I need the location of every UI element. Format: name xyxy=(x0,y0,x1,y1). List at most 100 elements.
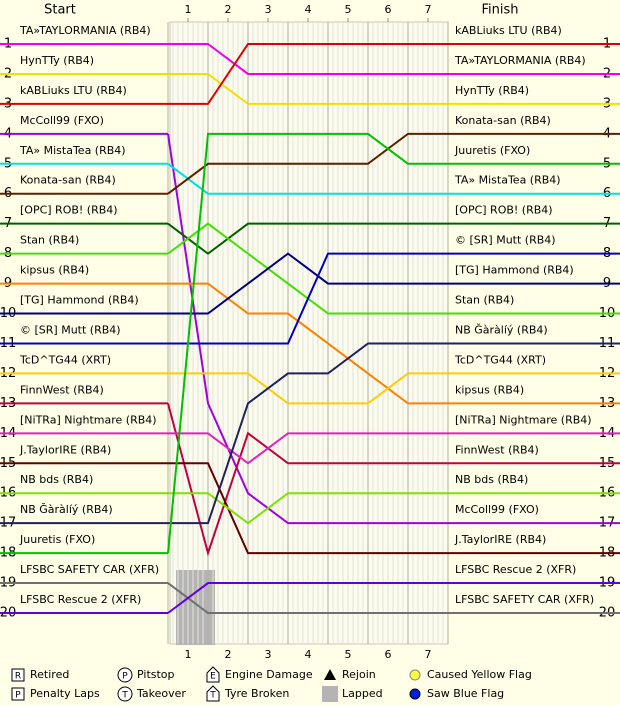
lap-label: 7 xyxy=(425,3,432,16)
lap-label: 2 xyxy=(225,648,232,661)
legend-icon xyxy=(117,686,133,702)
start-title: Start xyxy=(44,3,76,18)
start-driver-label: kABLiuks LTU (RB4) xyxy=(20,84,127,97)
legend-icon xyxy=(206,666,220,683)
start-driver-label: J.TaylorIRE (RB4) xyxy=(19,443,111,456)
legend-label: Retired xyxy=(30,668,69,681)
position-line xyxy=(167,132,448,195)
position-line xyxy=(168,342,448,525)
legend: R Retired P Penalty Laps P Pitstop T Takeover E E… xyxy=(11,666,532,702)
legend-icon xyxy=(324,669,336,680)
lap-label: 3 xyxy=(265,3,272,16)
finish-driver-label: TA»TAYLORMANIA (RB4) xyxy=(454,54,586,67)
legend-symbol: R xyxy=(15,672,21,682)
start-driver-label: LFSBC Rescue 2 (XFR) xyxy=(20,593,141,606)
legend-symbol: T xyxy=(121,691,128,701)
lap-label: 7 xyxy=(425,648,432,661)
finish-driver-label: NB Ğàràlíý (RB4) xyxy=(455,323,548,336)
start-driver-label: TA» MistaTea (RB4) xyxy=(19,144,126,157)
legend-label: Pitstop xyxy=(137,668,175,681)
start-driver-label: McColl99 (FXO) xyxy=(20,114,104,127)
finish-driver-label: © [SR] Mutt (RB4) xyxy=(455,234,556,247)
finish-driver-label: kABLiuks LTU (RB4) xyxy=(455,24,562,37)
start-driver-label: [NiTRa] Nightmare (RB4) xyxy=(20,413,157,426)
lap-label: 6 xyxy=(385,3,392,16)
start-driver-label: Stan (RB4) xyxy=(20,234,79,247)
finish-driver-label: HynTTy (RB4) xyxy=(455,84,529,97)
position-line xyxy=(168,282,448,405)
lap-label: 4 xyxy=(305,3,312,16)
legend-label: Rejoin xyxy=(342,668,376,681)
finish-driver-label: TcD^TG44 (XRT) xyxy=(454,353,546,366)
legend-label: Engine Damage xyxy=(225,668,313,681)
position-line xyxy=(167,162,448,195)
position-line xyxy=(168,252,448,315)
position-line xyxy=(168,252,448,345)
finish-driver-label: Konata-san (RB4) xyxy=(455,114,551,127)
legend-icon xyxy=(206,685,220,702)
start-driver-label: © [SR] Mutt (RB4) xyxy=(20,323,121,336)
lap-label: 3 xyxy=(265,648,272,661)
start-driver-label: Konata-san (RB4) xyxy=(20,174,116,187)
start-driver-label: TA»TAYLORMANIA (RB4) xyxy=(19,24,151,37)
legend-symbol: P xyxy=(122,672,128,682)
legend-icon xyxy=(11,668,25,682)
legend-label: Penalty Laps xyxy=(30,687,100,700)
start-driver-label: NB bds (RB4) xyxy=(20,473,93,486)
legend-label: Lapped xyxy=(342,687,383,700)
start-driver-label: Juuretis (FXO) xyxy=(19,533,95,546)
lap-label: 1 xyxy=(185,648,192,661)
lap-label: 1 xyxy=(185,3,192,16)
start-driver-label: [OPC] ROB! (RB4) xyxy=(20,204,118,217)
start-driver-label: kipsus (RB4) xyxy=(20,264,89,277)
finish-driver-label: [TG] Hammond (RB4) xyxy=(455,264,574,277)
finish-driver-label: [NiTRa] Nightmare (RB4) xyxy=(455,413,592,426)
position-line xyxy=(167,133,448,525)
finish-driver-label: J.TaylorIRE (RB4) xyxy=(454,533,546,546)
start-driver-label: [TG] Hammond (RB4) xyxy=(20,294,139,307)
position-line xyxy=(168,72,448,105)
start-driver-label: FinnWest (RB4) xyxy=(20,383,104,396)
finish-driver-label: [OPC] ROB! (RB4) xyxy=(455,204,553,217)
finish-driver-label: kipsus (RB4) xyxy=(455,383,524,396)
position-line xyxy=(168,372,448,405)
lap-label: 6 xyxy=(385,648,392,661)
start-driver-label: TcD^TG44 (XRT) xyxy=(19,353,111,366)
lapped-shade xyxy=(176,570,215,645)
position-line xyxy=(167,582,448,614)
position-line xyxy=(167,132,448,554)
plot-area xyxy=(169,21,449,645)
finish-driver-label: McColl99 (FXO) xyxy=(455,503,539,516)
position-line xyxy=(168,432,448,465)
finish-driver-label: NB bds (RB4) xyxy=(455,473,528,486)
lap-label: 5 xyxy=(345,648,352,661)
position-line xyxy=(167,222,448,255)
position-line xyxy=(168,462,448,555)
legend-icon xyxy=(11,687,25,701)
start-driver-label: LFSBC SAFETY CAR (XFR) xyxy=(20,563,159,576)
finish-title: Finish xyxy=(481,3,518,18)
lap-label: 5 xyxy=(345,3,352,16)
legend-label: Caused Yellow Flag xyxy=(427,668,532,681)
legend-label: Tyre Broken xyxy=(224,687,289,700)
legend-symbol: E xyxy=(210,672,216,682)
finish-driver-label: LFSBC SAFETY CAR (XFR) xyxy=(455,593,594,606)
lap-label: 2 xyxy=(225,3,232,16)
start-driver-label: NB Ğàràlíý (RB4) xyxy=(20,503,113,516)
finish-driver-label: TA» MistaTea (RB4) xyxy=(454,174,561,187)
legend-symbol: P xyxy=(15,691,21,701)
finish-driver-label: Stan (RB4) xyxy=(455,294,514,307)
legend-icon xyxy=(322,686,338,702)
finish-driver-label: Juuretis (FXO) xyxy=(454,144,530,157)
finish-driver-label: LFSBC Rescue 2 (XFR) xyxy=(455,563,576,576)
start-driver-label: HynTTy (RB4) xyxy=(20,54,94,67)
legend-label: Saw Blue Flag xyxy=(427,687,504,700)
position-line xyxy=(168,43,448,105)
legend-icon xyxy=(117,667,133,683)
legend-icon xyxy=(409,669,421,681)
position-line xyxy=(167,403,448,557)
legend-icon xyxy=(409,688,421,700)
lap-label: 4 xyxy=(305,648,312,661)
legend-label: Takeover xyxy=(136,687,186,700)
